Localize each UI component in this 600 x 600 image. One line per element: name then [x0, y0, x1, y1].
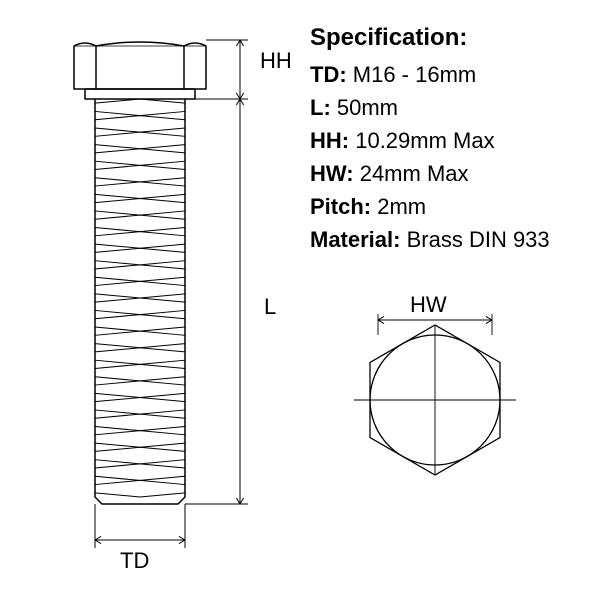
spec-row: Material: Brass DIN 933: [310, 223, 590, 256]
spec-value: M16 - 16mm: [347, 62, 477, 87]
dim-label-l: L: [264, 294, 276, 320]
spec-key: TD:: [310, 62, 347, 87]
spec-key: Pitch:: [310, 194, 371, 219]
spec-key: L:: [310, 95, 331, 120]
specification-block: Specification: TD: M16 - 16mmL: 50mmHH: …: [310, 24, 590, 256]
spec-row: HH: 10.29mm Max: [310, 124, 590, 157]
diagram-container: Specification: TD: M16 - 16mmL: 50mmHH: …: [0, 0, 600, 600]
spec-value: 2mm: [371, 194, 426, 219]
dim-label-hw: HW: [410, 292, 447, 318]
spec-value: 10.29mm Max: [349, 128, 495, 153]
spec-row: TD: M16 - 16mm: [310, 58, 590, 91]
spec-key: Material:: [310, 227, 400, 252]
spec-value: 24mm Max: [354, 161, 469, 186]
spec-row: Pitch: 2mm: [310, 190, 590, 223]
dim-label-hh: HH: [260, 48, 292, 74]
spec-key: HW:: [310, 161, 354, 186]
dim-label-td: TD: [120, 548, 149, 574]
spec-value: 50mm: [331, 95, 398, 120]
specification-title: Specification:: [310, 24, 590, 52]
spec-value: Brass DIN 933: [400, 227, 549, 252]
spec-key: HH:: [310, 128, 349, 153]
spec-row: L: 50mm: [310, 91, 590, 124]
spec-row: HW: 24mm Max: [310, 157, 590, 190]
